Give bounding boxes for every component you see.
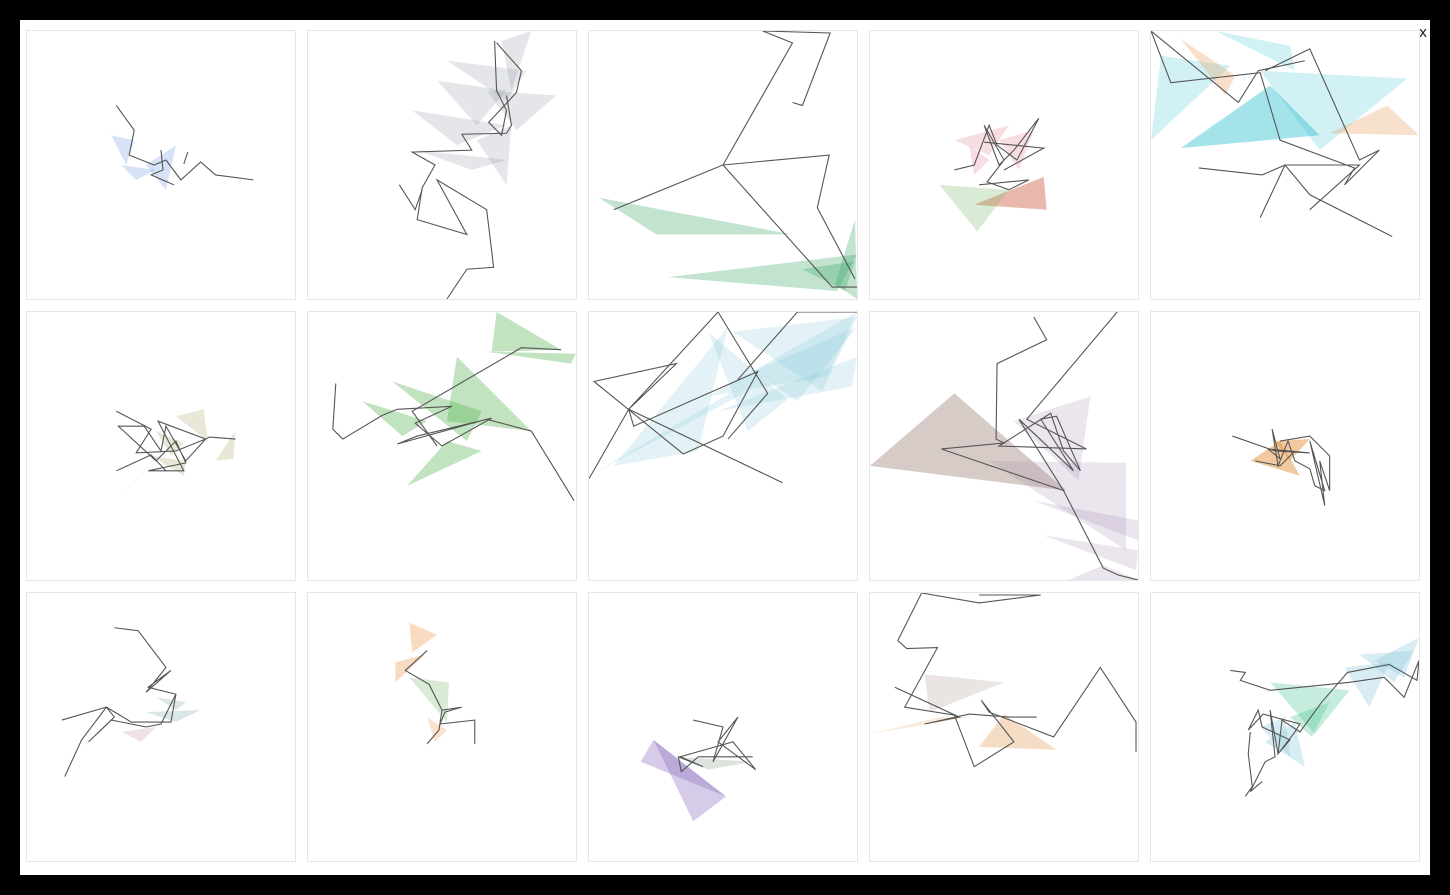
- artwork-tile-12[interactable]: [307, 592, 577, 862]
- artwork-09-svg: [870, 312, 1138, 580]
- artwork-02-svg: [398, 31, 557, 299]
- artwork-15-svg: [1230, 637, 1419, 797]
- artwork-tile-07[interactable]: [307, 311, 577, 581]
- artwork-07-svg: [332, 312, 576, 501]
- artwork-tile-05[interactable]: [1150, 30, 1420, 300]
- artwork-01-svg: [111, 105, 254, 190]
- artwork-tile-13[interactable]: [588, 592, 858, 862]
- artwork-13-svg: [640, 716, 757, 822]
- artwork-06-svg: [116, 409, 236, 496]
- artwork-tile-06[interactable]: [26, 311, 296, 581]
- artwork-tile-10[interactable]: [1150, 311, 1420, 581]
- artwork-tile-09[interactable]: [869, 311, 1139, 581]
- artwork-tile-08[interactable]: [588, 311, 858, 581]
- artwork-05-svg: [1151, 31, 1419, 237]
- artwork-03-svg: [598, 31, 857, 299]
- artwork-tile-02[interactable]: [307, 30, 577, 300]
- gallery-modal: x: [20, 20, 1430, 875]
- artwork-tile-01[interactable]: [26, 30, 296, 300]
- artwork-11-svg: [61, 627, 201, 777]
- artwork-tile-15[interactable]: [1150, 592, 1420, 862]
- artwork-tile-14[interactable]: [869, 592, 1139, 862]
- artwork-tile-03[interactable]: [588, 30, 858, 300]
- artwork-tile-11[interactable]: [26, 592, 296, 862]
- artwork-10-svg: [1232, 428, 1331, 506]
- artwork-grid: [26, 30, 1422, 864]
- artwork-04-svg: [939, 118, 1047, 232]
- close-button[interactable]: x: [1418, 25, 1428, 41]
- artwork-12-svg: [395, 622, 476, 745]
- artwork-14-svg: [870, 593, 1137, 768]
- artwork-tile-04[interactable]: [869, 30, 1139, 300]
- artwork-08-svg: [589, 312, 857, 484]
